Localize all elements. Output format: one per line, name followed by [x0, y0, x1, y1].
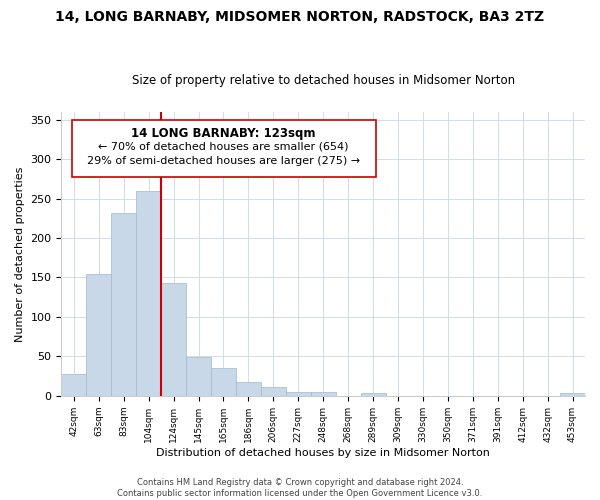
Bar: [560, 394, 585, 396]
Bar: [261, 387, 286, 396]
Bar: [111, 213, 136, 396]
Bar: [61, 374, 86, 396]
Text: 14 LONG BARNABY: 123sqm: 14 LONG BARNABY: 123sqm: [131, 128, 316, 140]
Bar: [161, 283, 186, 396]
Bar: [86, 274, 111, 396]
Bar: [311, 392, 335, 396]
Text: 29% of semi-detached houses are larger (275) →: 29% of semi-detached houses are larger (…: [87, 156, 360, 166]
Text: 14, LONG BARNABY, MIDSOMER NORTON, RADSTOCK, BA3 2TZ: 14, LONG BARNABY, MIDSOMER NORTON, RADST…: [55, 10, 545, 24]
X-axis label: Distribution of detached houses by size in Midsomer Norton: Distribution of detached houses by size …: [156, 448, 490, 458]
Text: ← 70% of detached houses are smaller (654): ← 70% of detached houses are smaller (65…: [98, 142, 349, 152]
Bar: [236, 382, 261, 396]
Y-axis label: Number of detached properties: Number of detached properties: [15, 166, 25, 342]
Bar: [286, 392, 311, 396]
FancyBboxPatch shape: [72, 120, 376, 177]
Text: Contains HM Land Registry data © Crown copyright and database right 2024.
Contai: Contains HM Land Registry data © Crown c…: [118, 478, 482, 498]
Bar: [136, 190, 161, 396]
Bar: [211, 368, 236, 396]
Title: Size of property relative to detached houses in Midsomer Norton: Size of property relative to detached ho…: [131, 74, 515, 87]
Bar: [361, 392, 386, 396]
Bar: [186, 357, 211, 396]
